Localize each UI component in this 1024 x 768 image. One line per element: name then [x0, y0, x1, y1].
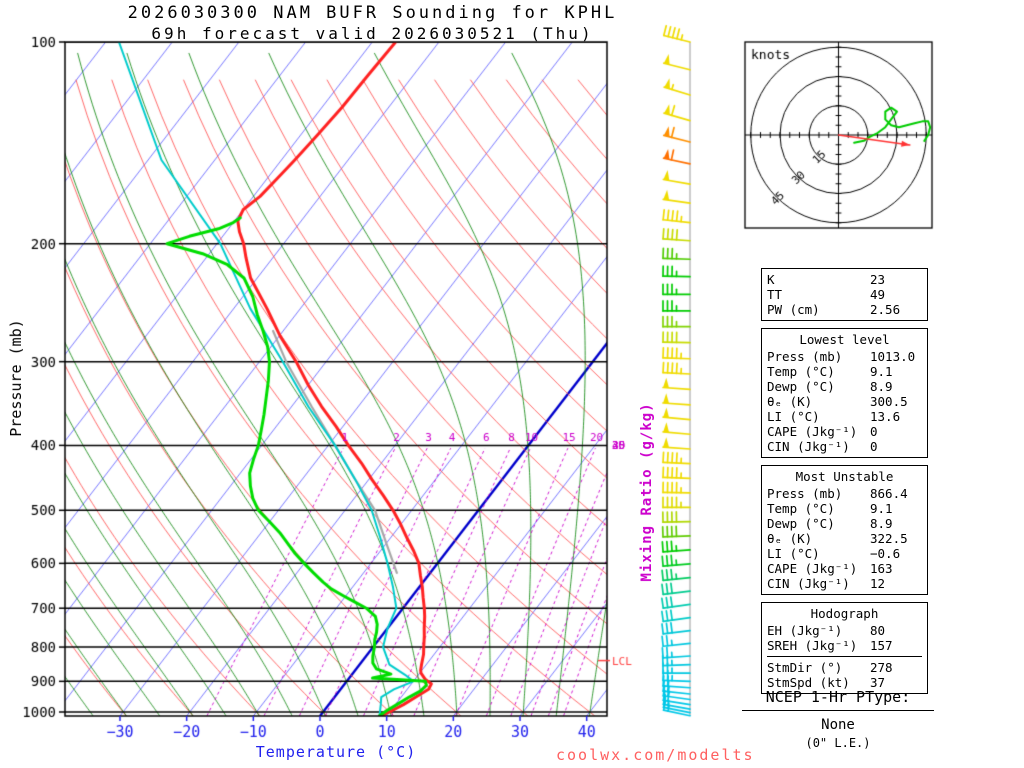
panel-row: CIN (Jkg⁻¹) 0: [767, 439, 922, 454]
panel-row-label: CIN (Jkg⁻¹): [767, 576, 850, 591]
watermark-link[interactable]: coolwx.com/modelts: [556, 746, 755, 764]
panel: K 23 TT 49 PW (cm) 2.56 Lowest level Press (mb)…: [761, 268, 928, 701]
panel-row: θₑ (K) 300.5: [767, 394, 922, 409]
panel-row-label: EH (Jkg⁻¹): [767, 623, 843, 638]
panel-row-label: StmSpd (kt): [767, 675, 850, 690]
ptype-title: NCEP 1-Hr PType:: [742, 688, 934, 711]
panel-row-label: Dewp (°C): [767, 516, 835, 531]
panel-row-value: 866.4: [870, 486, 908, 501]
panel-divider: StmDir (°) 278 StmSpd (kt) 37: [767, 656, 922, 690]
chart-title-line1: 2026030300 NAM BUFR Sounding for KPHL: [127, 3, 618, 23]
panel-row-value: 157: [870, 638, 893, 653]
panel-row: LI (°C) −0.6: [767, 546, 922, 561]
panel-row-label: PW (cm): [767, 302, 820, 317]
panel-row: EH (Jkg⁻¹) 80: [767, 623, 922, 638]
temperature-axis-label: Temperature (°C): [255, 743, 417, 761]
panel-row: TT 49: [767, 287, 922, 302]
panel-row: CIN (Jkg⁻¹) 12: [767, 576, 922, 591]
panel-row: StmSpd (kt) 37: [767, 675, 922, 690]
panel-row: Temp (°C) 9.1: [767, 501, 922, 516]
chart-title-line2: 69h forecast valid 2026030521 (Thu): [151, 24, 594, 43]
panel-row-value: 80: [870, 623, 886, 638]
panel-row-label: K: [767, 272, 775, 287]
panel-row-value: 0: [870, 424, 878, 439]
panel-row: StmDir (°) 278: [767, 660, 922, 675]
panel-row-value: 8.9: [870, 516, 893, 531]
panel-row-value: 0: [870, 439, 878, 454]
most-unstable-box: Most Unstable Press (mb) 866.4 Temp (°C) 9.1…: [761, 465, 928, 595]
mixing-ratio-axis-label: Mixing Ratio (g/kg): [639, 402, 655, 582]
panel-row-value: 300.5: [870, 394, 908, 409]
panel-row-label: LI (°C): [767, 546, 820, 561]
panel-row-value: 322.5: [870, 531, 908, 546]
panel-row: Temp (°C) 9.1: [767, 364, 922, 379]
panel-row-label: CIN (Jkg⁻¹): [767, 439, 850, 454]
panel-row: CAPE (Jkg⁻¹) 163: [767, 561, 922, 576]
panel-section-title: Most Unstable: [795, 469, 894, 484]
panel-row-label: Dewp (°C): [767, 379, 835, 394]
ptype-value: None: [821, 717, 855, 733]
panel-row-value: 23: [870, 272, 886, 287]
panel-section-title: Hodograph: [810, 606, 879, 621]
panel-row: LI (°C) 13.6: [767, 409, 922, 424]
panel-row-label: Temp (°C): [767, 364, 835, 379]
panel-row-value: 9.1: [870, 364, 893, 379]
panel-row: Dewp (°C) 8.9: [767, 516, 922, 531]
panel-row-value: 37: [870, 675, 886, 690]
panel-row: Press (mb) 1013.0: [767, 349, 922, 364]
stats-box: K 23 TT 49 PW (cm) 2.56: [761, 268, 928, 321]
panel-row-value: 13.6: [870, 409, 901, 424]
panel-row-label: StmDir (°): [767, 660, 843, 675]
panel-row: Dewp (°C) 8.9: [767, 379, 922, 394]
panel-row-label: Temp (°C): [767, 501, 835, 516]
panel-row-value: 12: [870, 576, 886, 591]
ptype-block: NCEP 1-Hr PType: None (0" L.E.): [742, 688, 934, 750]
panel-row: PW (cm) 2.56: [767, 302, 922, 317]
panel-row: K 23: [767, 272, 922, 287]
panel-row-value: 8.9: [870, 379, 893, 394]
panel-row-value: 163: [870, 561, 893, 576]
panel-row-label: LI (°C): [767, 409, 820, 424]
panel-row-label: CAPE (Jkg⁻¹): [767, 561, 858, 576]
panel-row-label: SREH (Jkg⁻¹): [767, 638, 858, 653]
panel-row: CAPE (Jkg⁻¹) 0: [767, 424, 922, 439]
panel-row: Press (mb) 866.4: [767, 486, 922, 501]
panel-row: θₑ (K) 322.5: [767, 531, 922, 546]
ptype-note: (0" L.E.): [805, 736, 871, 750]
panel-row-value: 49: [870, 287, 886, 302]
panel-row-label: Press (mb): [767, 486, 843, 501]
panel-row-label: θₑ (K): [767, 531, 813, 546]
panel-row: SREH (Jkg⁻¹) 157: [767, 638, 922, 653]
lowest-level-box: Lowest level Press (mb) 1013.0 Temp (°C) 9.1…: [761, 328, 928, 458]
panel-row-label: CAPE (Jkg⁻¹): [767, 424, 858, 439]
panel-row-value: 9.1: [870, 501, 893, 516]
hodograph-stats-box: Hodograph EH (Jkg⁻¹) 80 SREH (Jkg⁻¹) 157 StmD…: [761, 602, 928, 694]
panel-row-value: 2.56: [870, 302, 901, 317]
panel-section-title: Lowest level: [799, 332, 890, 347]
panel-row-label: θₑ (K): [767, 394, 813, 409]
panel-row-label: TT: [767, 287, 783, 302]
panel-row-value: 278: [870, 660, 893, 675]
panel-row-value: 1013.0: [870, 349, 916, 364]
panel-row-label: Press (mb): [767, 349, 843, 364]
panel-row-value: −0.6: [870, 546, 901, 561]
pressure-axis-label: Pressure (mb): [7, 319, 25, 437]
